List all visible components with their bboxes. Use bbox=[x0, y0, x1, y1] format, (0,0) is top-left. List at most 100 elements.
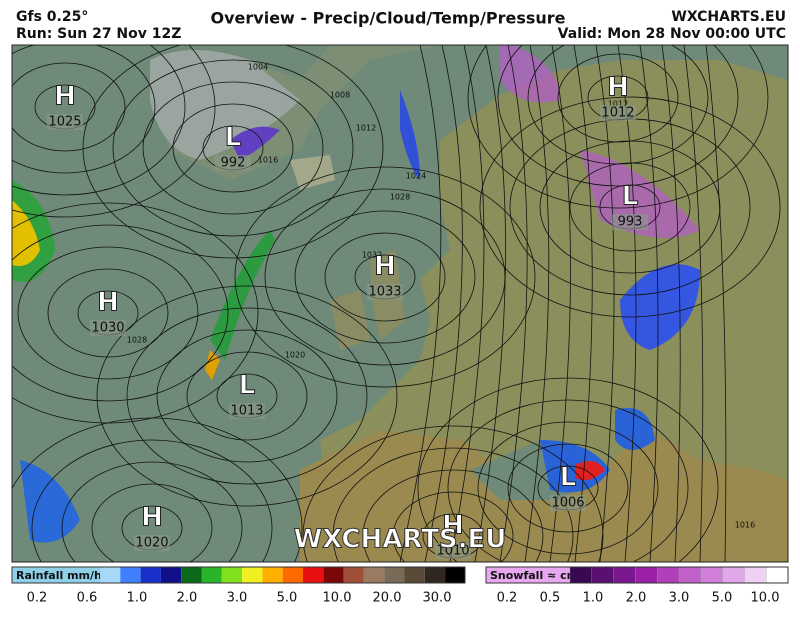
isobar bbox=[12, 45, 156, 174]
isobar-label: 1028 bbox=[390, 193, 410, 202]
isobar bbox=[82, 45, 384, 259]
pressure-type: H bbox=[607, 73, 629, 103]
isobar bbox=[424, 45, 463, 562]
isobar bbox=[595, 45, 615, 562]
isobar bbox=[234, 166, 536, 388]
rain-swatch bbox=[160, 567, 182, 583]
isobar-label: 1016 bbox=[735, 521, 755, 530]
isobar bbox=[302, 425, 604, 562]
isobar bbox=[524, 45, 550, 562]
pressure-value-bg bbox=[600, 105, 636, 121]
isobar bbox=[661, 45, 681, 562]
rain-swatch bbox=[445, 567, 466, 583]
snow-value: 3.0 bbox=[669, 591, 690, 606]
isobar-label: 1004 bbox=[248, 63, 268, 72]
rain-value: 20.0 bbox=[373, 591, 402, 606]
pressure-value-bg bbox=[229, 403, 265, 419]
isobar bbox=[573, 45, 593, 562]
isobar bbox=[479, 96, 781, 318]
snow-value: 10.0 bbox=[751, 591, 780, 606]
isobar bbox=[294, 210, 476, 344]
precip-west-core bbox=[12, 200, 40, 266]
isobar bbox=[156, 329, 338, 463]
pressure-type: L bbox=[239, 371, 256, 401]
snow-swatch bbox=[678, 566, 701, 584]
rain-value: 0.6 bbox=[77, 591, 98, 606]
isobar bbox=[449, 45, 485, 562]
snow-legend-box bbox=[486, 567, 570, 583]
isobar bbox=[362, 469, 544, 562]
rain-swatch bbox=[424, 567, 446, 583]
rain-value: 5.0 bbox=[277, 591, 298, 606]
isobar bbox=[569, 162, 691, 252]
watermark: WXCHARTS.EU bbox=[294, 525, 507, 555]
run: Run: Sun 27 Nov 12Z bbox=[16, 26, 181, 42]
isobar bbox=[497, 45, 739, 187]
snow-value: 2.0 bbox=[626, 591, 647, 606]
snow-value: 1.0 bbox=[583, 591, 604, 606]
isobar bbox=[474, 45, 506, 562]
rain-swatch bbox=[201, 567, 222, 583]
pressure-value-bg bbox=[612, 214, 648, 230]
isobar-label: 1012 bbox=[356, 124, 376, 133]
pressure-value: 1010 bbox=[436, 544, 469, 559]
isobar bbox=[12, 45, 186, 196]
snow-legend-label: Snowfall ≈ cm/hr bbox=[490, 569, 596, 582]
pressure-value: 1013 bbox=[230, 404, 263, 419]
snow-swatch bbox=[591, 566, 614, 584]
precip-med bbox=[540, 408, 655, 493]
rain-swatch bbox=[343, 567, 364, 583]
pressure-value: 1025 bbox=[48, 115, 81, 130]
isobar-label: 1016 bbox=[258, 156, 278, 165]
isobar bbox=[467, 45, 769, 209]
pressure-value: 992 bbox=[221, 156, 246, 171]
isobar bbox=[17, 246, 199, 380]
isobar bbox=[417, 377, 719, 562]
isobar-label: 1032 bbox=[362, 251, 382, 260]
isobar bbox=[639, 45, 659, 562]
pressure-value-bg bbox=[435, 543, 471, 559]
snow-swatch bbox=[766, 566, 789, 584]
isobar bbox=[549, 45, 571, 562]
isobar bbox=[47, 268, 169, 358]
isobar bbox=[12, 417, 303, 562]
isobar bbox=[539, 140, 721, 274]
snow-swatch bbox=[700, 566, 723, 584]
isobar bbox=[557, 53, 679, 143]
pressure-value: 993 bbox=[618, 215, 643, 230]
rain-swatch bbox=[363, 567, 385, 583]
pressure-value: 1006 bbox=[551, 496, 584, 511]
isobar bbox=[447, 399, 689, 562]
pressure-type: H bbox=[54, 82, 76, 112]
isobar bbox=[705, 45, 727, 562]
pressure-type: L bbox=[622, 182, 639, 212]
pressure-type: H bbox=[374, 252, 396, 282]
pressure-type: H bbox=[442, 511, 464, 541]
snow-swatch bbox=[657, 566, 680, 584]
rain-value: 2.0 bbox=[177, 591, 198, 606]
brand: WXCHARTS.EU bbox=[671, 9, 786, 25]
rain-value: 3.0 bbox=[227, 591, 248, 606]
valid: Valid: Mon 28 Nov 00:00 UTC bbox=[558, 26, 786, 42]
rain-legend-label: Rainfall mm/hr bbox=[16, 569, 108, 582]
rain-legend-box bbox=[12, 567, 100, 583]
isobar-label: 1028 bbox=[127, 336, 147, 345]
map-frame bbox=[11, 44, 789, 563]
rain-swatch bbox=[221, 567, 243, 583]
legend-frame bbox=[485, 566, 789, 584]
snow-swatch bbox=[722, 566, 745, 584]
isobar bbox=[126, 307, 368, 485]
isobar bbox=[617, 45, 637, 562]
isobar bbox=[172, 103, 294, 193]
legend-frame bbox=[11, 566, 466, 584]
pressure-centers: H1025L992H1012L993H1033H1030L1013H1020H1… bbox=[47, 72, 648, 559]
rain-swatch bbox=[404, 567, 425, 583]
isobar bbox=[91, 483, 213, 562]
rain-swatch bbox=[100, 567, 121, 583]
pressure-value-bg bbox=[90, 320, 126, 336]
pressure-value-bg bbox=[215, 155, 251, 171]
isobars: 1004100810121012102410281032102810201016… bbox=[12, 45, 781, 562]
rain-swatch bbox=[323, 567, 344, 583]
